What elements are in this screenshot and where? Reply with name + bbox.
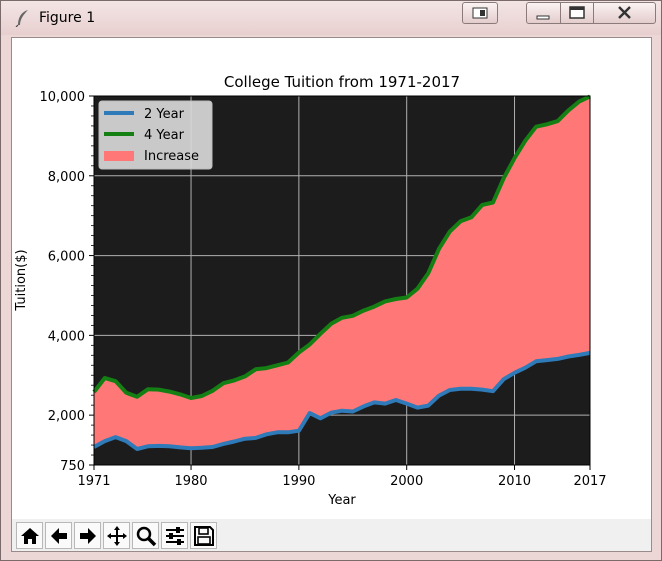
- title-bar[interactable]: Figure 1: [1, 1, 661, 35]
- figure-canvas-area: 1971 1980 1990 2000 2010 2017 750 2,000 4,000 6,0…: [11, 37, 652, 552]
- axes-frame: [93, 95, 591, 466]
- four-year-line: [92, 94, 591, 400]
- minimize-button[interactable]: [526, 2, 561, 24]
- configure-subplots-icon: [166, 527, 184, 545]
- maximize-button[interactable]: [560, 2, 594, 24]
- window-title: Figure 1: [39, 10, 96, 26]
- home-icon: [21, 528, 39, 544]
- legend: 2 Year 4 Year Increase: [98, 100, 213, 170]
- x-tick-label: 2017: [573, 474, 606, 489]
- y-tick-label: 4,000: [48, 329, 85, 344]
- tuition-chart[interactable]: 1971 1980 1990 2000 2010 2017 750 2,000 4,000 6,0…: [12, 38, 651, 519]
- y-tick-label: 2,000: [48, 409, 85, 424]
- y-tick-label: 6,000: [48, 250, 85, 265]
- restore-extra-button[interactable]: [462, 2, 498, 24]
- feather-icon: [15, 9, 31, 28]
- x-tick-label: 1980: [174, 474, 207, 489]
- two-year-line: [93, 350, 591, 451]
- back-button[interactable]: [45, 522, 72, 549]
- save-button[interactable]: [190, 522, 217, 549]
- y-tick-label: 10,000: [40, 90, 86, 105]
- x-tick-label: 2000: [390, 474, 423, 489]
- forward-arrow-icon: [80, 528, 96, 544]
- zoom-icon: [136, 526, 157, 547]
- legend-swatch-increase: [104, 151, 134, 161]
- x-tick-label: 1990: [282, 474, 315, 489]
- maximize-icon: [569, 6, 585, 19]
- y-tick-label: 8,000: [48, 170, 85, 185]
- pan-icon: [107, 526, 127, 546]
- configure-subplots-button[interactable]: [161, 522, 188, 549]
- x-axis-label: Year: [327, 493, 356, 508]
- legend-label-2-year: 2 Year: [144, 107, 185, 122]
- chart-title: College Tuition from 1971-2017: [224, 73, 460, 91]
- navigation-toolbar: [12, 519, 651, 551]
- window-switch-icon: [472, 7, 488, 19]
- legend-label-4-year: 4 Year: [144, 128, 185, 143]
- x-tick-label: 2010: [498, 474, 531, 489]
- minimize-icon: [536, 15, 550, 20]
- legend-label-increase: Increase: [144, 149, 199, 164]
- back-arrow-icon: [51, 528, 67, 544]
- zoom-button[interactable]: [132, 522, 159, 549]
- pan-button[interactable]: [103, 522, 130, 549]
- home-button[interactable]: [16, 522, 43, 549]
- increase-fill-area: [94, 96, 590, 450]
- close-icon: [618, 6, 631, 19]
- forward-button[interactable]: [74, 522, 101, 549]
- y-tick-label: 750: [60, 459, 85, 474]
- save-icon: [194, 526, 214, 546]
- close-button[interactable]: [593, 2, 656, 24]
- y-axis-label: Tuition($): [14, 249, 29, 311]
- x-tick-label: 1971: [77, 474, 110, 489]
